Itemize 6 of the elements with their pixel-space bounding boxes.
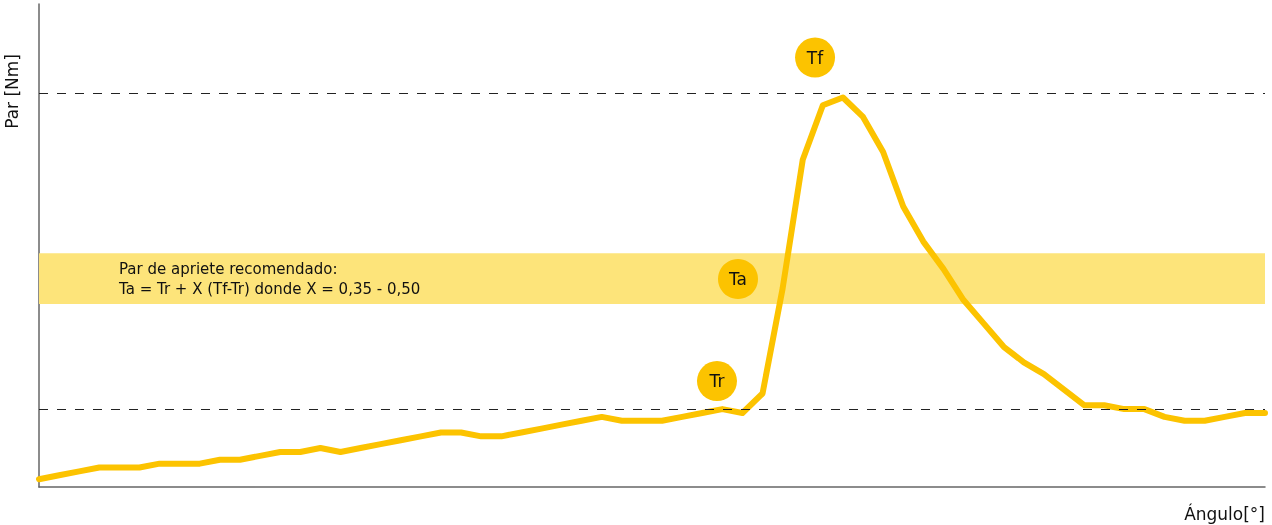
band-label: Par de apriete recomendado: Ta = Tr + X (Tf-Tr) donde X = 0,35 - 0,50 bbox=[118, 259, 421, 298]
ref-line-label: Tf bbox=[805, 47, 825, 68]
x-axis-title: Ángulo[°] bbox=[1184, 502, 1265, 524]
annotation: Ta bbox=[728, 269, 747, 289]
y-axis-title: Par [Nm] bbox=[1, 54, 22, 129]
ref-line-label: Tr bbox=[708, 371, 725, 392]
